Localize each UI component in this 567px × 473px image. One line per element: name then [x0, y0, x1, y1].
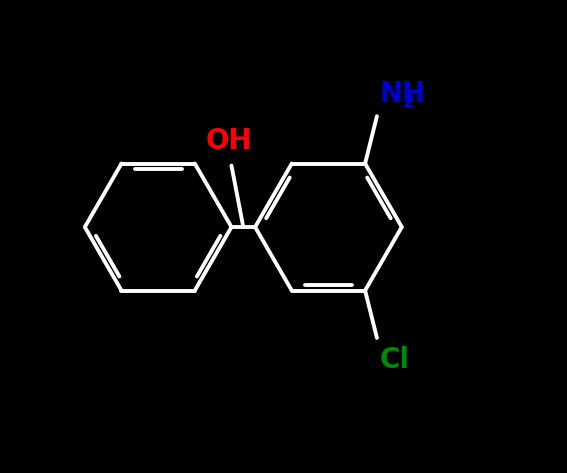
Text: NH: NH — [379, 80, 425, 108]
Text: OH: OH — [206, 127, 252, 155]
Text: Cl: Cl — [379, 346, 409, 374]
Text: 2: 2 — [403, 93, 416, 111]
